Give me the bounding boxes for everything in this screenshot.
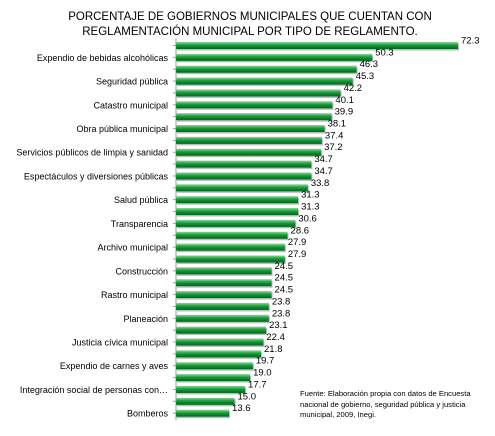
bar xyxy=(176,42,458,49)
bar-value-label: 34.7 xyxy=(314,154,333,165)
bar xyxy=(176,314,269,322)
category-label: Integración social de personas con… xyxy=(20,385,168,395)
category-label: Obra pública municipal xyxy=(76,124,168,134)
bar xyxy=(176,196,299,204)
bar-value-label: 23.8 xyxy=(272,296,291,307)
bar-value-label: 23.1 xyxy=(269,320,288,331)
category-label: Servicios públicos de limpia y sanidad xyxy=(16,148,168,158)
category-label: Expendio de carnes y aves xyxy=(60,361,169,371)
bar xyxy=(176,267,272,275)
bar-value-label: 13.6 xyxy=(232,403,251,414)
bar xyxy=(176,397,235,405)
category-label: Archivo municipal xyxy=(97,243,168,253)
bar-value-label: 21.8 xyxy=(264,344,283,355)
bar-value-label: 24.5 xyxy=(275,285,294,296)
bar-value-label: 31.3 xyxy=(301,202,320,213)
bar xyxy=(176,160,312,168)
category-label: Planeación xyxy=(123,314,168,324)
bar-value-label: 33.8 xyxy=(311,178,330,189)
bar xyxy=(176,291,272,299)
bar-value-label: 24.5 xyxy=(275,273,294,284)
category-label: Catastro municipal xyxy=(93,100,168,110)
bar xyxy=(176,113,332,121)
bar-value-label: 19.0 xyxy=(253,368,272,379)
bar xyxy=(176,77,353,85)
bar xyxy=(176,279,272,287)
bar-value-label: 50.3 xyxy=(375,47,394,58)
category-label: Construcción xyxy=(115,266,168,276)
category-label: Transparencia xyxy=(111,219,168,229)
bar-value-label: 42.2 xyxy=(344,83,363,94)
bar-value-label: 30.6 xyxy=(298,213,317,224)
bar xyxy=(176,136,322,144)
bar xyxy=(176,326,267,334)
bar-value-label: 39.9 xyxy=(335,107,354,118)
chart-title-line-2: REGLAMENTACIÓN MUNICIPAL POR TIPO DE REG… xyxy=(82,26,418,38)
bar-value-label: 34.7 xyxy=(314,166,333,177)
bar-value-label: 40.1 xyxy=(335,95,354,106)
bar xyxy=(176,231,288,239)
bar-value-label: 24.5 xyxy=(275,261,294,272)
bar-value-label: 72.3 xyxy=(461,36,480,47)
bar-value-label: 19.7 xyxy=(256,356,275,367)
source-note: Fuente: Elaboración propia con datos de … xyxy=(300,389,471,419)
chart-title-line-1: PORCENTAJE DE GOBIERNOS MUNICIPALES QUE … xyxy=(68,11,432,23)
bar xyxy=(176,148,322,156)
category-label: Bomberos xyxy=(127,409,169,419)
bar xyxy=(176,89,341,97)
bar-value-label: 17.7 xyxy=(248,379,267,390)
bar xyxy=(176,172,312,180)
category-label: Espectáculos y diversiones públicas xyxy=(24,171,169,181)
bar xyxy=(176,208,299,216)
bar xyxy=(176,125,325,133)
bar xyxy=(176,219,296,227)
category-label: Expendio de bebidas alcohólicas xyxy=(37,53,169,63)
bar xyxy=(176,65,357,73)
bar xyxy=(176,101,333,109)
bar xyxy=(176,302,269,310)
bar xyxy=(176,409,230,417)
bar-value-label: 28.6 xyxy=(291,225,310,236)
bar-value-label: 46.3 xyxy=(360,59,379,70)
bar xyxy=(176,338,264,346)
bar xyxy=(176,243,285,251)
category-label: Salud pública xyxy=(114,195,168,205)
bar-value-label: 27.9 xyxy=(288,249,307,260)
bar-value-label: 23.8 xyxy=(272,308,291,319)
bar-value-label: 37.2 xyxy=(324,142,343,153)
bar xyxy=(176,374,251,382)
bar-value-label: 38.1 xyxy=(328,119,347,130)
bar-value-label: 31.3 xyxy=(301,190,320,201)
bar xyxy=(176,350,262,358)
bar-value-label: 15.0 xyxy=(238,391,257,402)
category-label: Rastro municipal xyxy=(101,290,168,300)
bar-value-label: 45.3 xyxy=(356,71,375,82)
bar xyxy=(176,362,253,370)
bar-value-label: 27.9 xyxy=(288,237,307,248)
category-label: Justicia cívica municipal xyxy=(72,338,168,348)
bar xyxy=(176,255,285,263)
bar xyxy=(176,385,246,393)
bar xyxy=(176,184,308,192)
bar-value-label: 37.4 xyxy=(325,130,344,141)
category-label: Seguridad pública xyxy=(96,77,168,87)
bar-value-label: 22.4 xyxy=(266,332,285,343)
bar xyxy=(176,53,373,61)
